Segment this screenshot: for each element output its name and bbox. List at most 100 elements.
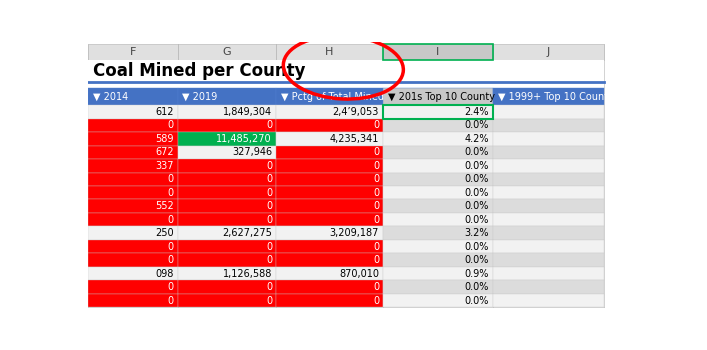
- Text: 098: 098: [156, 268, 174, 279]
- Bar: [276, 146, 383, 159]
- Text: 0.0%: 0.0%: [464, 120, 489, 130]
- Bar: [493, 294, 604, 307]
- Bar: [177, 132, 276, 146]
- Text: 1,126,588: 1,126,588: [223, 268, 272, 279]
- Bar: [177, 226, 276, 240]
- Bar: [177, 186, 276, 200]
- Text: 2,627,275: 2,627,275: [222, 228, 272, 238]
- Bar: [88, 132, 177, 146]
- Bar: [493, 213, 604, 226]
- Bar: [383, 199, 493, 213]
- Bar: [493, 88, 604, 105]
- Text: 0: 0: [373, 161, 379, 171]
- Bar: [383, 105, 493, 119]
- Bar: [276, 226, 383, 240]
- Bar: [276, 132, 383, 146]
- Text: ▼ 2014: ▼ 2014: [93, 92, 128, 102]
- Bar: [177, 294, 276, 307]
- Text: ▼ 2019: ▼ 2019: [182, 92, 217, 102]
- Bar: [88, 43, 177, 61]
- Bar: [493, 267, 604, 280]
- Text: 0.0%: 0.0%: [464, 201, 489, 211]
- Text: 0.0%: 0.0%: [464, 255, 489, 265]
- Text: 0: 0: [266, 282, 272, 292]
- Bar: [88, 186, 177, 200]
- Bar: [493, 119, 604, 132]
- Text: 0.9%: 0.9%: [464, 268, 489, 279]
- Bar: [177, 146, 276, 159]
- Bar: [177, 267, 276, 280]
- Text: G: G: [223, 47, 231, 57]
- Bar: [383, 294, 493, 307]
- Bar: [276, 267, 383, 280]
- Text: 0: 0: [373, 295, 379, 306]
- Text: 11,485,270: 11,485,270: [216, 134, 272, 144]
- Text: H: H: [325, 47, 334, 57]
- Bar: [383, 88, 493, 105]
- Bar: [276, 253, 383, 267]
- Text: 0: 0: [168, 120, 174, 130]
- Text: 0.0%: 0.0%: [464, 282, 489, 292]
- Text: 0: 0: [266, 201, 272, 211]
- Bar: [383, 173, 493, 186]
- Bar: [276, 199, 383, 213]
- Bar: [88, 61, 604, 82]
- Text: 2,4’9,053: 2,4’9,053: [332, 107, 379, 117]
- Bar: [177, 88, 276, 105]
- Text: 3,209,187: 3,209,187: [329, 228, 379, 238]
- Text: 672: 672: [155, 147, 174, 157]
- Text: 250: 250: [155, 228, 174, 238]
- Bar: [383, 43, 493, 61]
- Text: 0.0%: 0.0%: [464, 161, 489, 171]
- Text: I: I: [436, 47, 440, 57]
- Text: 552: 552: [155, 201, 174, 211]
- Bar: [493, 159, 604, 173]
- Bar: [276, 294, 383, 307]
- Bar: [493, 186, 604, 200]
- Text: 0: 0: [266, 255, 272, 265]
- Bar: [88, 159, 177, 173]
- Bar: [493, 105, 604, 119]
- Bar: [276, 186, 383, 200]
- Text: 0: 0: [373, 120, 379, 130]
- Text: 0: 0: [266, 241, 272, 252]
- Text: 4,235,341: 4,235,341: [329, 134, 379, 144]
- Bar: [177, 253, 276, 267]
- Bar: [276, 173, 383, 186]
- Bar: [177, 280, 276, 294]
- Text: 0.0%: 0.0%: [464, 174, 489, 184]
- Bar: [493, 173, 604, 186]
- Bar: [88, 105, 177, 119]
- Text: 2.4%: 2.4%: [464, 107, 489, 117]
- Text: ▼ 201s Top 10 County: ▼ 201s Top 10 County: [387, 92, 494, 102]
- Text: 0: 0: [168, 215, 174, 225]
- Bar: [383, 105, 493, 119]
- Bar: [177, 173, 276, 186]
- Bar: [88, 213, 177, 226]
- Bar: [88, 88, 177, 105]
- Bar: [88, 294, 177, 307]
- Text: 0: 0: [168, 255, 174, 265]
- Bar: [88, 226, 177, 240]
- Text: 0: 0: [373, 147, 379, 157]
- Text: ▼ Pctg of Total Mined: ▼ Pctg of Total Mined: [281, 92, 384, 102]
- Text: 0.0%: 0.0%: [464, 147, 489, 157]
- Bar: [383, 132, 493, 146]
- Text: 0.0%: 0.0%: [464, 188, 489, 198]
- Text: 0.0%: 0.0%: [464, 295, 489, 306]
- Bar: [177, 43, 276, 61]
- Text: 0.0%: 0.0%: [464, 241, 489, 252]
- Text: 0.0%: 0.0%: [464, 215, 489, 225]
- Bar: [88, 82, 604, 88]
- Text: 612: 612: [155, 107, 174, 117]
- Text: 0: 0: [266, 295, 272, 306]
- Bar: [177, 199, 276, 213]
- Bar: [177, 213, 276, 226]
- Text: 0: 0: [373, 255, 379, 265]
- Text: 3.2%: 3.2%: [464, 228, 489, 238]
- Bar: [493, 226, 604, 240]
- Text: 1,849,304: 1,849,304: [223, 107, 272, 117]
- Text: Coal Mined per County: Coal Mined per County: [93, 62, 305, 80]
- Bar: [383, 213, 493, 226]
- Bar: [276, 280, 383, 294]
